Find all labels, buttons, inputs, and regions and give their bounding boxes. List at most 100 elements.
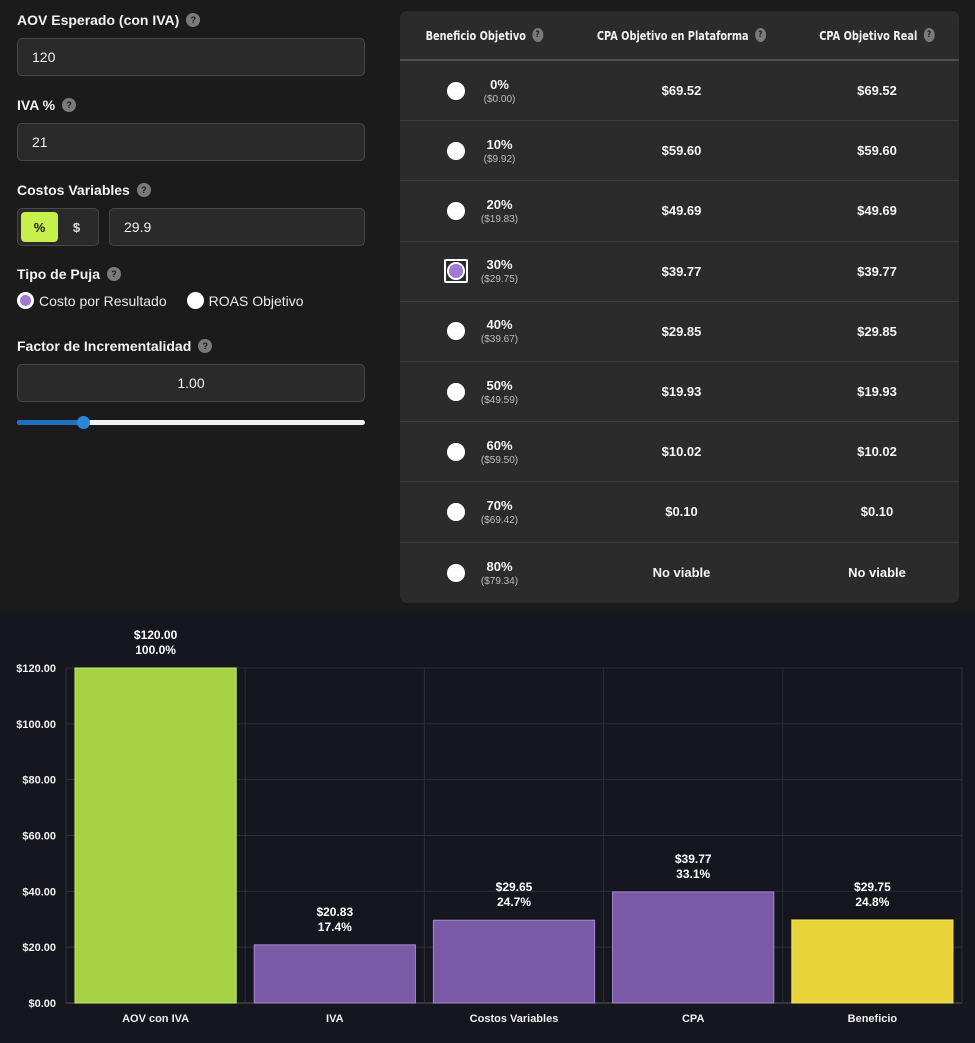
y-tick-label: $20.00 xyxy=(22,942,56,954)
bar-value-label: $39.77 xyxy=(675,852,712,866)
beneficio-value: 80% ($79.34) xyxy=(477,559,522,587)
beneficio-pct: 0% xyxy=(490,76,509,92)
slider-thumb[interactable] xyxy=(77,416,91,429)
help-icon[interactable]: ? xyxy=(136,183,151,197)
puja-option-cpr[interactable]: Costo por Resultado xyxy=(17,292,167,309)
radio-icon[interactable] xyxy=(447,563,465,582)
incr-input-value: 1.00 xyxy=(177,375,205,391)
beneficio-amount: ($39.67) xyxy=(480,334,519,346)
beneficio-value: 40% ($39.67) xyxy=(477,317,522,345)
beneficio-amount: ($59.50) xyxy=(480,454,519,466)
beneficio-cell: 40% ($39.67) xyxy=(400,317,568,345)
radio-icon[interactable] xyxy=(447,322,465,341)
help-icon[interactable]: ? xyxy=(62,98,77,112)
aov-label: AOV Esperado (con IVA) ? xyxy=(17,10,365,30)
help-icon[interactable]: ? xyxy=(531,28,543,42)
beneficio-value: 50% ($49.59) xyxy=(477,378,522,406)
table-row[interactable]: 20% ($19.83) $49.69 $49.69 xyxy=(400,181,959,242)
beneficio-cell: 20% ($19.83) xyxy=(400,197,568,225)
radio-selected-icon[interactable] xyxy=(444,259,468,284)
beneficio-pct: 50% xyxy=(486,377,513,393)
puja-options: Costo por Resultado ROAS Objetivo xyxy=(17,292,365,309)
y-tick-label: $40.00 xyxy=(22,886,56,898)
table-row[interactable]: 0% ($0.00) $69.52 $69.52 xyxy=(400,61,959,122)
radio-icon[interactable] xyxy=(447,442,465,461)
beneficio-value: 60% ($59.50) xyxy=(477,438,522,466)
bar-beneficio[interactable] xyxy=(791,919,954,1004)
help-icon[interactable]: ? xyxy=(198,339,213,353)
bar-iva[interactable] xyxy=(253,944,416,1004)
x-tick-label: IVA xyxy=(326,1013,344,1025)
y-tick-label: $0.00 xyxy=(28,998,56,1010)
y-tick-label: $120.00 xyxy=(16,663,56,675)
breakdown-chart: $0.00 $20.00 $40.00 $60.00 $80.00 $100.00 $120… xyxy=(0,612,975,1043)
beneficio-amount: ($19.83) xyxy=(480,213,519,225)
puja-option-roas[interactable]: ROAS Objetivo xyxy=(186,292,304,309)
cpa-real-cell: $49.69 xyxy=(857,203,897,219)
beneficio-pct: 10% xyxy=(486,136,513,152)
iva-input[interactable]: 21 xyxy=(17,123,365,161)
table-row[interactable]: 80% ($79.34) No viable No viable xyxy=(400,543,959,603)
incr-input[interactable]: 1.00 xyxy=(17,364,365,402)
radio-icon[interactable] xyxy=(447,201,465,220)
bar-pct-label: 17.4% xyxy=(318,920,352,934)
help-icon[interactable]: ? xyxy=(106,267,121,281)
cpa-real-cell: $0.10 xyxy=(860,504,894,520)
controls-area: AOV Esperado (con IVA) ? 120 IVA % ? 21 … xyxy=(0,0,975,612)
help-icon[interactable]: ? xyxy=(923,28,935,42)
dollar-mode-button[interactable]: $ xyxy=(72,219,81,235)
table-row[interactable]: 70% ($69.42) $0.10 $0.10 xyxy=(400,482,959,543)
bar-cpa[interactable] xyxy=(612,891,775,1004)
y-tick-label: $60.00 xyxy=(22,831,56,843)
bar-costos-variables[interactable] xyxy=(432,919,596,1004)
radio-icon[interactable] xyxy=(186,292,204,309)
beneficio-amount: ($0.00) xyxy=(483,93,516,105)
radio-icon[interactable] xyxy=(447,81,465,100)
table-row[interactable]: 40% ($39.67) $29.85 $29.85 xyxy=(400,302,959,362)
help-icon[interactable]: ? xyxy=(755,28,766,42)
bar-value-label: $20.83 xyxy=(316,905,353,919)
bar-aov-con-iva[interactable] xyxy=(74,667,237,1004)
aov-input[interactable]: 120 xyxy=(17,38,365,76)
x-tick-label: Costos Variables xyxy=(470,1013,559,1025)
th-cpa-platform: CPA Objetivo en Plataforma ? xyxy=(597,28,766,43)
radio-icon[interactable] xyxy=(447,382,465,401)
table-row[interactable]: 60% ($59.50) $10.02 $10.02 xyxy=(400,422,959,483)
th-cpa-real: CPA Objetivo Real ? xyxy=(819,28,935,43)
beneficio-pct: 20% xyxy=(486,196,513,212)
costos-input[interactable]: 29.9 xyxy=(109,208,365,246)
radio-icon[interactable] xyxy=(447,502,465,521)
table-row[interactable]: 50% ($49.59) $19.93 $19.93 xyxy=(400,362,959,423)
iva-input-value: 21 xyxy=(32,134,48,150)
costos-input-value: 29.9 xyxy=(124,219,152,235)
th-beneficio: Beneficio Objetivo ? xyxy=(425,28,543,43)
iva-label: IVA % ? xyxy=(17,95,365,115)
th-beneficio-cell: Beneficio Objetivo ? xyxy=(400,28,568,43)
table-row[interactable]: 10% ($9.92) $59.60 $59.60 xyxy=(400,121,959,182)
costos-mode-toggle: % $ xyxy=(17,208,99,246)
percent-mode-button[interactable]: % xyxy=(21,212,58,242)
radio-selected-icon[interactable] xyxy=(17,292,34,309)
costos-row: % $ 29.9 xyxy=(17,208,365,246)
cpa-platform-cell: No viable xyxy=(652,565,711,581)
slider-track[interactable] xyxy=(17,420,365,425)
cpa-real-cell: $10.02 xyxy=(857,444,897,460)
puja-option-cpr-label: Costo por Resultado xyxy=(39,292,167,309)
x-tick-label: CPA xyxy=(682,1013,704,1025)
bar-value-label: $29.65 xyxy=(496,880,533,894)
beneficio-pct: 80% xyxy=(486,558,513,574)
y-tick-label: $100.00 xyxy=(16,719,56,731)
beneficio-pct: 70% xyxy=(486,497,513,513)
radio-icon[interactable] xyxy=(447,141,465,160)
beneficio-cell: 10% ($9.92) xyxy=(400,137,568,165)
beneficio-amount: ($49.59) xyxy=(480,394,519,406)
slider-fill xyxy=(17,420,84,425)
cpa-real-cell: $69.52 xyxy=(857,83,897,99)
cpa-real-cell: $59.60 xyxy=(857,143,897,159)
incr-slider[interactable] xyxy=(17,413,365,433)
table-row[interactable]: 30% ($29.75) $39.77 $39.77 xyxy=(400,242,959,302)
aov-label-text: AOV Esperado (con IVA) xyxy=(17,12,180,28)
bar-pct-label: 33.1% xyxy=(676,867,710,881)
bar-value-label: $120.00 xyxy=(134,628,178,642)
help-icon[interactable]: ? xyxy=(186,13,201,27)
